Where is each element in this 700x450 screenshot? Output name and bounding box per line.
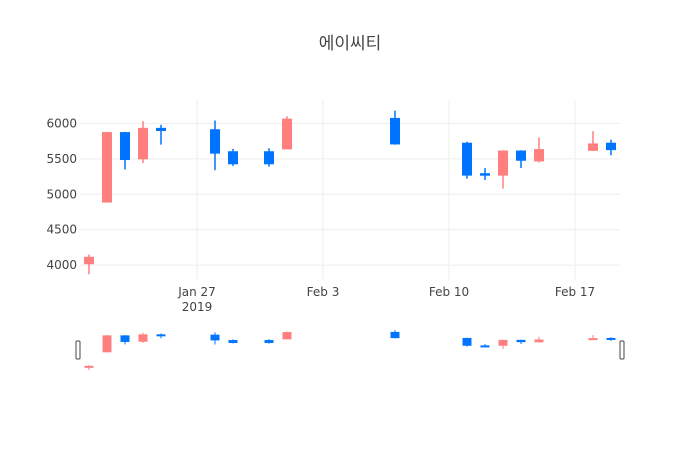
candle[interactable] [102,131,112,203]
candle-body [210,129,220,154]
candle[interactable] [138,121,148,164]
slider-candle-body [606,337,616,340]
slider-candle-body [84,365,94,368]
grid [80,100,620,280]
candle[interactable] [480,168,490,181]
candle[interactable] [156,124,166,145]
slider-candle-body [156,334,166,337]
x-tick-label: Jan 27 [177,285,216,299]
slider-candle-body [228,340,238,343]
slider-candle [390,330,400,339]
range-slider-candles [84,330,616,370]
candle[interactable] [462,141,472,179]
candle-body [156,127,166,131]
slider-candle [156,333,166,339]
candle-body [588,143,598,151]
candle[interactable] [84,254,94,275]
slider-candle [480,344,490,348]
slider-candle-body [534,339,544,343]
slider-candle [264,339,274,344]
candles[interactable] [84,110,616,275]
candle-body [282,118,292,150]
slider-candle [462,337,472,347]
y-tick-label: 4500 [46,223,77,237]
candle[interactable] [534,137,544,163]
candle[interactable] [498,150,508,189]
candle[interactable] [210,120,220,171]
x-tick-label: Feb 17 [555,285,595,299]
slider-candle [588,335,598,341]
slider-candle-body [120,335,130,342]
range-slider[interactable] [75,330,625,370]
y-tick-label: 6000 [46,116,77,130]
candle[interactable] [264,148,274,167]
candle-body [534,149,544,162]
slider-candle-body [462,337,472,346]
candle-body [120,132,130,161]
slider-candle-body [516,339,526,343]
candle-body [516,150,526,161]
slider-candle [606,337,616,341]
slider-candle [282,331,292,340]
slider-candle-body [282,332,292,340]
slider-candle [534,336,544,343]
candle[interactable] [228,148,238,166]
slider-candle [228,339,238,344]
x-tick-label: Feb 3 [307,285,340,299]
candle[interactable] [120,131,130,170]
candle-body [606,142,616,151]
slider-candle [516,339,526,345]
candle-body [498,150,508,176]
candle-body [138,127,148,160]
slider-candle-body [498,339,508,346]
candle[interactable] [588,131,598,152]
slider-candle [102,335,112,353]
range-slider-left-handle[interactable] [75,340,81,360]
candle-body [462,142,472,176]
y-tick-label: 5000 [46,187,77,201]
candle-body [228,151,238,165]
y-tick-label: 5500 [46,152,77,166]
x-tick-label: Feb 10 [429,285,469,299]
candle-body [84,256,94,265]
candle[interactable] [606,139,616,156]
slider-candle [498,339,508,350]
slider-candle [84,365,94,370]
slider-candle-body [264,340,274,343]
slider-candle-body [102,335,112,353]
slider-candle [210,332,220,345]
slider-candle-body [480,345,490,348]
range-slider-right-handle[interactable] [619,340,625,360]
slider-candle [120,335,130,345]
candle[interactable] [390,110,400,145]
candle-body [480,173,490,176]
candle-body [264,151,274,165]
slider-candle-body [210,334,220,341]
x-tick-sublabel: 2019 [182,300,213,314]
y-tick-label: 4000 [46,258,77,272]
candle-body [102,132,112,203]
slider-candle-body [588,338,598,341]
slider-candle [138,332,148,343]
candle-body [390,117,400,145]
candle[interactable] [282,116,292,150]
chart-title: 에이씨티 [319,34,382,54]
y-axis-ticks: 4000 4500 5000 5500 6000 [46,116,77,272]
slider-candle-body [390,331,400,339]
candle[interactable] [516,150,526,169]
slider-candle-body [138,334,148,342]
